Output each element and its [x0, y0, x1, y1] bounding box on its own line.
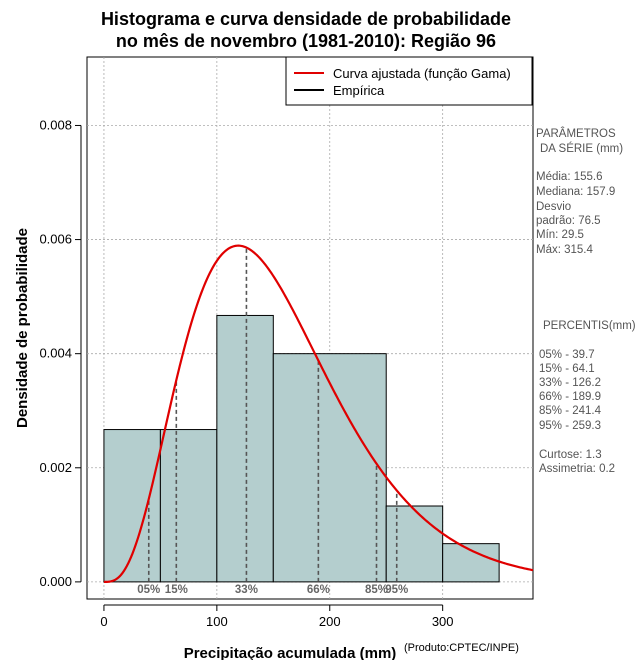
assimetria: Assimetria: 0.2	[539, 463, 615, 475]
x-tick-label-2: 200	[319, 614, 341, 629]
x-tick-label-1: 100	[206, 614, 228, 629]
percentile-label-95%: 95%	[385, 584, 408, 596]
percentile-label-66%: 66%	[307, 584, 330, 596]
curtose: Curtose: 1.3	[539, 449, 602, 461]
y-tick-label-4: 0.008	[39, 117, 72, 132]
y-tick-label-3: 0.006	[39, 232, 72, 247]
chart-title-line1: Histograma e curva densidade de probabil…	[101, 9, 511, 29]
param-media: Média: 155.6	[536, 171, 603, 183]
axes: 0 100 200 300 0.000 0.002 0.004 0.006 0.008	[39, 117, 453, 629]
gamma-curve	[103, 244, 534, 583]
credit-text: (Produto:CPTEC/INPE)	[404, 642, 519, 654]
x-tick-label-3: 300	[432, 614, 454, 629]
histogram-bar-4	[385, 505, 444, 583]
x-axis-label: Precipitação acumulada (mm)	[184, 645, 397, 660]
gamma-curve-group	[103, 244, 534, 583]
histogram-bar-0	[103, 429, 161, 583]
legend: Curva ajustada (função Gama) Empírica	[285, 56, 533, 106]
histogram-bar-1	[159, 429, 218, 583]
param-min: Mín: 29.5	[536, 229, 584, 241]
y-tick-label-2: 0.004	[39, 346, 72, 361]
y-axis-label: Densidade de probabilidade	[14, 228, 31, 428]
param-mediana: Mediana: 157.9	[536, 186, 615, 198]
percentile-label-85%: 85%	[365, 584, 388, 596]
y-tick-label-0: 0.000	[39, 574, 72, 589]
percentile-label-33%: 33%	[235, 584, 258, 596]
percentile-label-15%: 15%	[165, 584, 188, 596]
percentile-lines: 05% 15% 33% 66% 85%95%	[137, 247, 408, 596]
percentis-title: PERCENTIS(mm)	[543, 320, 636, 332]
percentil-33: 33% - 126.2	[539, 377, 601, 389]
percentil-95: 95% - 259.3	[539, 420, 601, 432]
histogram-bars	[103, 314, 500, 583]
percentil-85: 85% - 241.4	[539, 405, 602, 417]
param-padrao: padrão: 76.5	[536, 215, 601, 227]
percentil-66: 66% - 189.9	[539, 391, 601, 403]
params-title-1: PARÂMETROS	[536, 127, 616, 140]
percentil-15: 15% - 64.1	[539, 363, 595, 375]
param-max: Máx: 315.4	[536, 244, 593, 256]
params-title-2: DA SÉRIE (mm)	[540, 142, 623, 155]
chart-title-line2: no mês de novembro (1981-2010): Região 9…	[116, 31, 496, 51]
histogram-bar-3	[272, 353, 387, 583]
side-panel: PARÂMETROS DA SÉRIE (mm) Média: 155.6 Me…	[536, 127, 636, 475]
legend-empirical-label: Empírica	[333, 83, 385, 98]
param-desvio: Desvio	[536, 201, 571, 213]
histogram-bar-2	[216, 314, 274, 583]
percentil-05: 05% - 39.7	[539, 349, 595, 361]
legend-curve-label: Curva ajustada (função Gama)	[333, 66, 511, 81]
y-tick-label-1: 0.002	[39, 460, 72, 475]
legend-box	[285, 56, 533, 106]
percentile-label-05%: 05%	[137, 584, 160, 596]
x-tick-label-0: 0	[100, 614, 107, 629]
